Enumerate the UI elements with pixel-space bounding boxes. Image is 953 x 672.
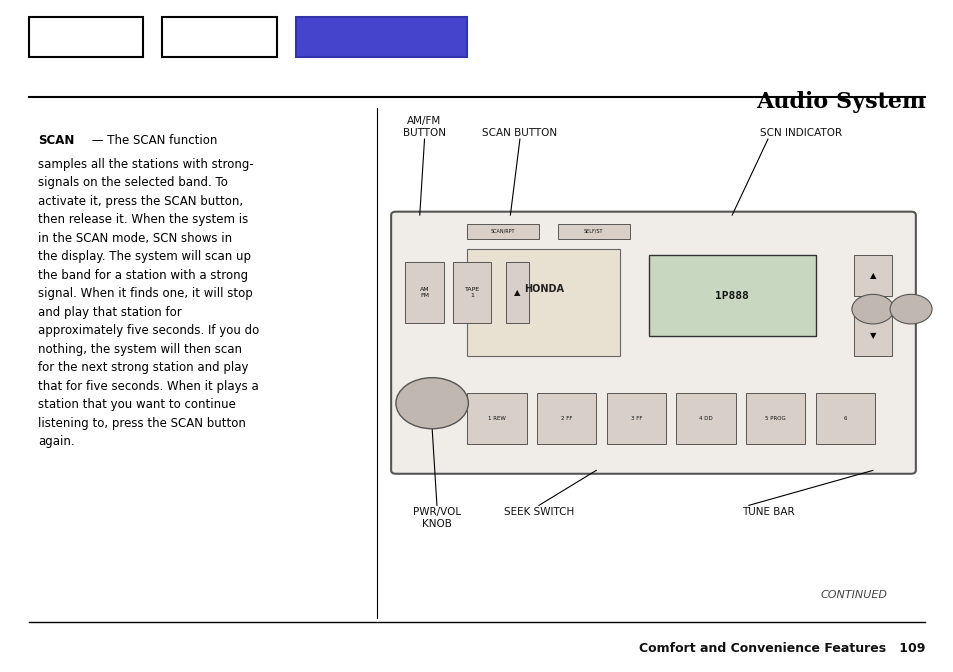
Text: 1P888: 1P888 xyxy=(715,291,748,300)
Text: SCAN/RPT: SCAN/RPT xyxy=(491,228,515,234)
Bar xyxy=(648,255,815,336)
FancyBboxPatch shape xyxy=(29,17,143,57)
Circle shape xyxy=(889,294,931,324)
Text: — The SCAN function: — The SCAN function xyxy=(88,134,217,147)
Text: PWR/VOL
KNOB: PWR/VOL KNOB xyxy=(413,507,460,529)
Bar xyxy=(467,249,619,356)
Text: 4 DD: 4 DD xyxy=(699,416,712,421)
FancyBboxPatch shape xyxy=(162,17,276,57)
Text: samples all the stations with strong-
signals on the selected band. To
activate : samples all the stations with strong- si… xyxy=(38,158,259,448)
Bar xyxy=(505,262,529,323)
Bar xyxy=(405,262,443,323)
Text: 3 FF: 3 FF xyxy=(630,416,641,421)
FancyBboxPatch shape xyxy=(391,212,915,474)
Text: CONTINUED: CONTINUED xyxy=(820,590,886,599)
Text: Comfort and Convenience Features   109: Comfort and Convenience Features 109 xyxy=(639,642,924,655)
Text: SEEK SWITCH: SEEK SWITCH xyxy=(503,507,574,517)
Bar xyxy=(676,393,735,444)
Text: TUNE BAR: TUNE BAR xyxy=(740,507,794,517)
Bar xyxy=(467,224,538,239)
Text: SCN INDICATOR: SCN INDICATOR xyxy=(760,128,841,138)
Text: AM/FM
BUTTON: AM/FM BUTTON xyxy=(402,116,446,138)
Bar xyxy=(853,316,891,356)
Bar xyxy=(815,393,874,444)
Text: TAPE
1: TAPE 1 xyxy=(464,287,479,298)
Circle shape xyxy=(395,378,468,429)
Text: AM
FM: AM FM xyxy=(419,287,429,298)
Text: 6: 6 xyxy=(842,416,846,421)
Text: 1 REW: 1 REW xyxy=(488,416,505,421)
Text: ▼: ▼ xyxy=(869,331,875,341)
Bar xyxy=(467,393,526,444)
Text: SCAN BUTTON: SCAN BUTTON xyxy=(482,128,557,138)
Circle shape xyxy=(851,294,893,324)
Text: ▲: ▲ xyxy=(514,288,519,297)
Text: SCAN: SCAN xyxy=(38,134,74,147)
Text: 2 FF: 2 FF xyxy=(560,416,572,421)
Text: 5 PROG: 5 PROG xyxy=(764,416,785,421)
Bar xyxy=(537,393,596,444)
Bar xyxy=(453,262,491,323)
Bar xyxy=(853,255,891,296)
Text: Audio System: Audio System xyxy=(755,91,924,113)
FancyBboxPatch shape xyxy=(295,17,467,57)
Bar xyxy=(745,393,804,444)
Bar xyxy=(606,393,665,444)
Bar xyxy=(558,224,629,239)
Text: ▲: ▲ xyxy=(869,271,875,280)
Text: HONDA: HONDA xyxy=(523,284,563,294)
Text: SELF/ST: SELF/ST xyxy=(583,228,603,234)
